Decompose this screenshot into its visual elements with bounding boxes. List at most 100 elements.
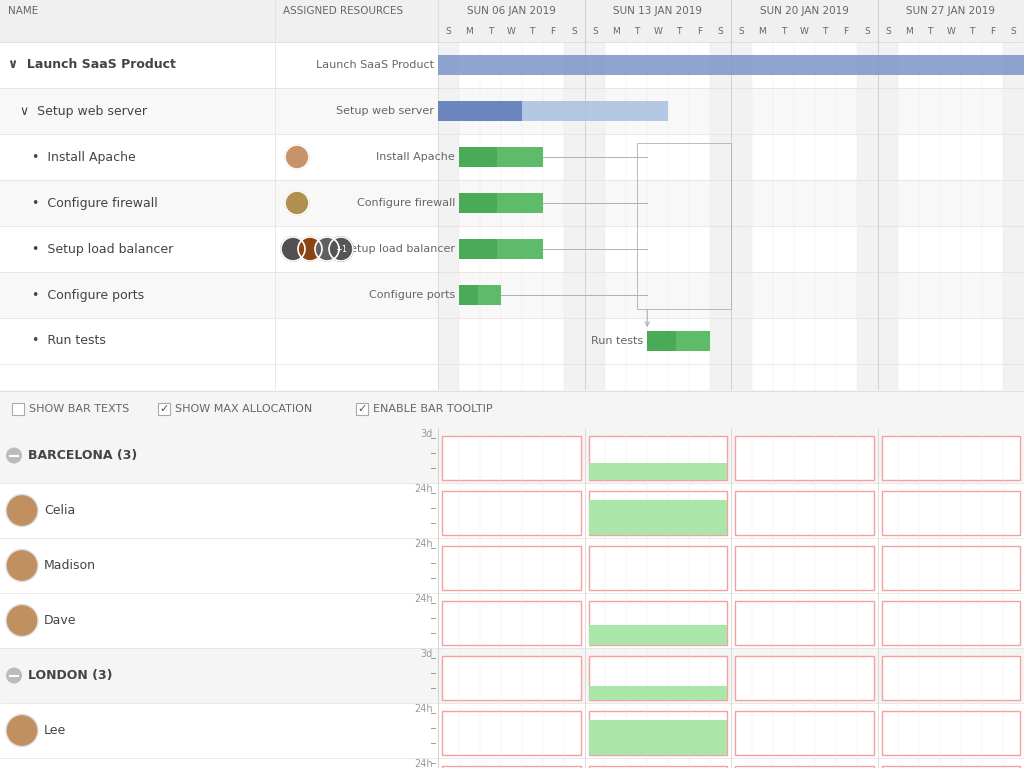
Circle shape — [6, 495, 38, 527]
Bar — [731, 42, 752, 390]
Bar — [1004, 42, 1024, 390]
Text: S: S — [1011, 28, 1017, 37]
Text: •  Configure ports: • Configure ports — [32, 289, 144, 302]
Text: Run tests: Run tests — [591, 336, 643, 346]
Circle shape — [298, 237, 322, 261]
Text: W: W — [800, 28, 809, 37]
Text: 24h: 24h — [415, 484, 433, 494]
Bar — [637, 143, 731, 309]
Text: 24h: 24h — [415, 539, 433, 549]
Text: S: S — [864, 28, 870, 37]
Text: T: T — [927, 28, 933, 37]
Text: 24h: 24h — [415, 759, 433, 768]
Text: Dave: Dave — [44, 614, 77, 627]
Text: W: W — [653, 28, 663, 37]
Bar — [1004, 428, 1024, 768]
Bar — [589, 500, 727, 535]
Text: ASSIGNED RESOURCES: ASSIGNED RESOURCES — [283, 6, 403, 16]
Bar — [735, 546, 873, 590]
Bar — [589, 601, 727, 645]
Text: S: S — [885, 28, 891, 37]
Circle shape — [285, 145, 309, 169]
Text: ✓: ✓ — [159, 404, 168, 414]
Bar — [882, 766, 1020, 768]
Bar — [459, 239, 497, 259]
Bar — [589, 463, 727, 480]
Bar — [735, 656, 873, 700]
Text: T: T — [634, 28, 640, 37]
Circle shape — [315, 237, 339, 261]
Bar — [0, 134, 1024, 180]
Bar — [442, 766, 581, 768]
Bar — [0, 88, 1024, 134]
Bar — [0, 593, 1024, 648]
Bar — [0, 180, 1024, 226]
Bar — [438, 42, 459, 390]
Text: SUN 06 JAN 2019: SUN 06 JAN 2019 — [467, 6, 556, 16]
Bar — [735, 491, 873, 535]
Text: F: F — [844, 28, 849, 37]
Text: Madison: Madison — [44, 559, 96, 572]
Bar — [856, 428, 878, 768]
Text: M: M — [905, 28, 912, 37]
Bar — [735, 436, 873, 480]
Bar — [0, 758, 1024, 768]
Bar — [735, 711, 873, 755]
Bar — [878, 42, 898, 390]
Bar — [497, 239, 543, 259]
Text: ✓: ✓ — [357, 404, 367, 414]
Text: LONDON (3): LONDON (3) — [28, 669, 113, 682]
Bar — [438, 101, 521, 121]
Text: SUN 20 JAN 2019: SUN 20 JAN 2019 — [760, 6, 849, 16]
Circle shape — [329, 237, 353, 261]
Bar — [459, 193, 497, 213]
Text: S: S — [738, 28, 744, 37]
Text: W: W — [946, 28, 955, 37]
Text: F: F — [990, 28, 995, 37]
Bar — [882, 436, 1020, 480]
Bar — [735, 766, 873, 768]
Text: S: S — [718, 28, 723, 37]
Bar — [589, 711, 727, 755]
Text: Celia: Celia — [44, 504, 75, 517]
Circle shape — [281, 237, 305, 261]
Bar — [856, 42, 878, 390]
Text: S: S — [445, 28, 452, 37]
Text: 24h: 24h — [415, 704, 433, 714]
Text: •  Run tests: • Run tests — [32, 335, 105, 347]
Text: ENABLE BAR TOOLTIP: ENABLE BAR TOOLTIP — [373, 404, 493, 414]
Circle shape — [329, 237, 353, 261]
Text: SUN 27 JAN 2019: SUN 27 JAN 2019 — [906, 6, 995, 16]
Bar — [563, 428, 585, 768]
Text: +1: +1 — [335, 244, 347, 253]
Bar — [589, 436, 727, 480]
Text: S: S — [592, 28, 598, 37]
Text: T: T — [822, 28, 827, 37]
Bar — [882, 491, 1020, 535]
Bar — [882, 711, 1020, 755]
Text: 3d: 3d — [421, 649, 433, 659]
Bar — [459, 285, 478, 305]
Bar — [438, 428, 459, 768]
Circle shape — [6, 714, 38, 746]
Bar — [731, 428, 752, 768]
Text: SHOW BAR TEXTS: SHOW BAR TEXTS — [29, 404, 129, 414]
Bar — [589, 491, 727, 535]
Bar — [0, 0, 1024, 22]
Circle shape — [6, 448, 22, 464]
Bar — [356, 403, 368, 415]
Bar — [882, 601, 1020, 645]
Bar — [882, 546, 1020, 590]
Text: T: T — [780, 28, 786, 37]
Bar — [735, 601, 873, 645]
Text: M: M — [612, 28, 620, 37]
Bar — [12, 403, 24, 415]
Text: SUN 13 JAN 2019: SUN 13 JAN 2019 — [613, 6, 702, 16]
Bar — [497, 193, 543, 213]
Circle shape — [285, 191, 309, 215]
Bar — [0, 538, 1024, 593]
Text: S: S — [571, 28, 577, 37]
Bar — [585, 42, 605, 390]
Text: •  Setup load balancer: • Setup load balancer — [32, 243, 173, 256]
Bar — [442, 601, 581, 645]
